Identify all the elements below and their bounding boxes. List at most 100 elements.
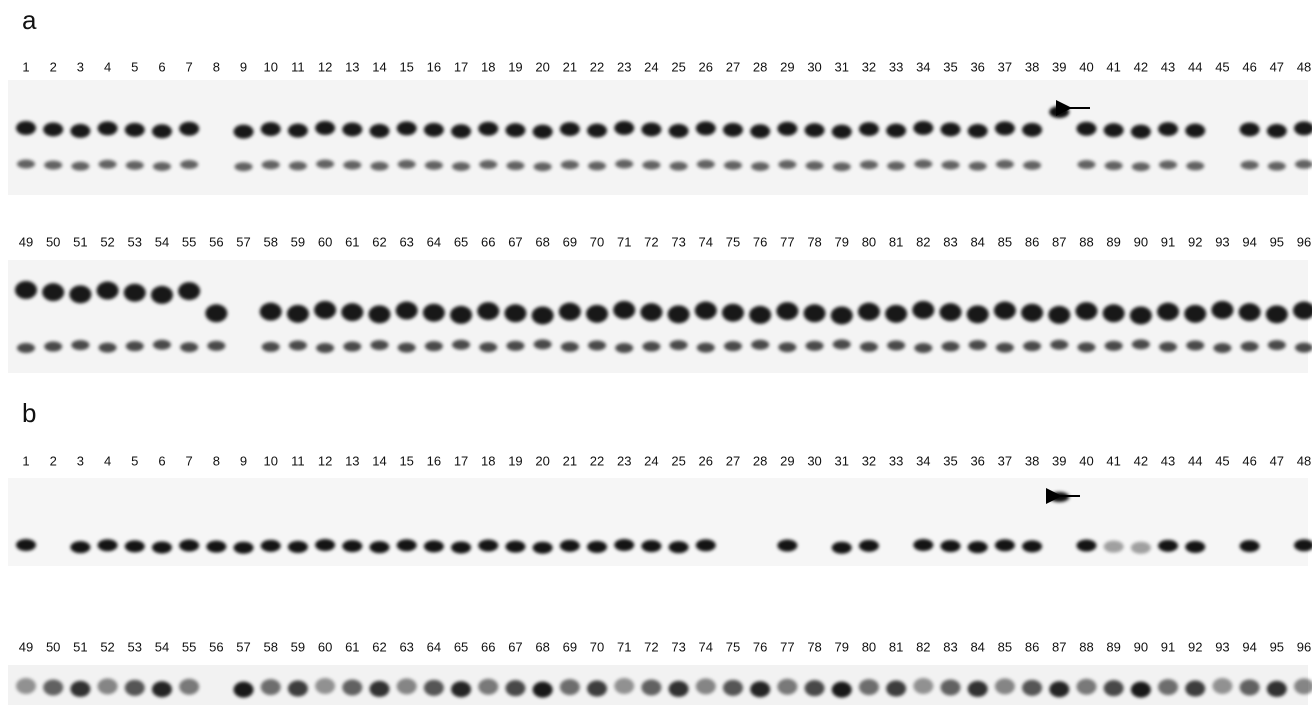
band: [205, 304, 228, 323]
band: [1077, 160, 1096, 170]
lane-number: 69: [563, 234, 577, 249]
band: [287, 540, 308, 553]
band: [695, 678, 716, 695]
lane-number: 42: [1134, 59, 1148, 74]
band: [995, 342, 1014, 353]
lane-number: 61: [345, 234, 359, 249]
lane-number: 2: [50, 59, 57, 74]
lane-number: 86: [1025, 639, 1039, 654]
band: [179, 539, 200, 552]
band: [233, 681, 254, 698]
band: [1158, 679, 1179, 696]
band: [695, 121, 716, 136]
band: [16, 121, 36, 135]
band: [777, 121, 798, 136]
lane-number: 16: [427, 59, 441, 74]
lane-number: 73: [671, 639, 685, 654]
lane-number: 50: [46, 639, 60, 654]
band: [831, 681, 852, 698]
lane-number: 47: [1270, 453, 1284, 468]
band: [1184, 304, 1207, 323]
lane-number: 46: [1242, 59, 1256, 74]
lane-number: 74: [699, 234, 713, 249]
bands: [15, 106, 1312, 698]
band: [723, 160, 742, 170]
band: [615, 343, 634, 353]
lane-number: 8: [213, 453, 220, 468]
lane-number: 32: [862, 453, 876, 468]
lane-number: 65: [454, 234, 468, 249]
lane-number: 51: [73, 234, 87, 249]
lane-number: 18: [481, 59, 495, 74]
band: [857, 302, 880, 321]
lane-number: 55: [182, 639, 196, 654]
lane-number: 59: [291, 234, 305, 249]
band: [1240, 341, 1259, 352]
band: [260, 539, 281, 552]
lane-number: 93: [1215, 639, 1229, 654]
lane-number: 1: [22, 59, 29, 74]
lane-number: 22: [590, 453, 604, 468]
band: [1048, 305, 1071, 324]
band: [151, 124, 172, 139]
lane-number: 7: [186, 59, 193, 74]
lane-number: 35: [943, 453, 957, 468]
band: [1130, 681, 1151, 698]
band: [1293, 301, 1312, 320]
lane-number: 21: [563, 59, 577, 74]
lane-number: 91: [1161, 234, 1175, 249]
band: [887, 161, 906, 171]
band: [1130, 124, 1151, 139]
lane-number: 23: [617, 59, 631, 74]
lane-number: 17: [454, 453, 468, 468]
band: [858, 122, 879, 137]
band: [669, 161, 688, 171]
lane-number: 89: [1106, 639, 1120, 654]
lane-number: 19: [508, 453, 522, 468]
lane-number: 82: [916, 234, 930, 249]
band: [151, 541, 172, 554]
lane-number: 81: [889, 234, 903, 249]
band: [668, 680, 689, 697]
band: [125, 160, 144, 170]
band: [477, 302, 500, 321]
band: [1186, 340, 1205, 351]
lane-number: 96: [1297, 639, 1311, 654]
band: [614, 539, 635, 551]
lane-number: 37: [998, 59, 1012, 74]
lane-number: 66: [481, 639, 495, 654]
lane-number: 67: [508, 639, 522, 654]
lane-number: 9: [240, 453, 247, 468]
lane-number: 32: [862, 59, 876, 74]
lane-number: 39: [1052, 453, 1066, 468]
band: [233, 541, 254, 554]
band: [1103, 540, 1124, 553]
band: [1294, 678, 1312, 695]
band: [452, 161, 471, 171]
band: [1239, 540, 1260, 553]
lane-number: 4: [104, 59, 111, 74]
band: [968, 161, 987, 171]
lane-number: 48: [1297, 453, 1311, 468]
lane-number: 19: [508, 59, 522, 74]
band: [370, 340, 389, 351]
band: [125, 341, 144, 352]
band: [1103, 680, 1124, 697]
band: [396, 539, 417, 552]
band: [749, 305, 772, 324]
lane-number: 85: [998, 234, 1012, 249]
lane-number: 78: [807, 639, 821, 654]
band: [694, 301, 717, 320]
lane-number: 5: [131, 59, 138, 74]
band: [315, 539, 336, 551]
band: [315, 121, 336, 135]
band: [397, 342, 416, 353]
band: [640, 303, 663, 322]
lane-number: 39: [1052, 59, 1066, 74]
lane-number: 57: [236, 234, 250, 249]
band: [69, 285, 92, 304]
band: [1240, 160, 1259, 170]
band: [342, 679, 363, 696]
band: [586, 304, 609, 323]
